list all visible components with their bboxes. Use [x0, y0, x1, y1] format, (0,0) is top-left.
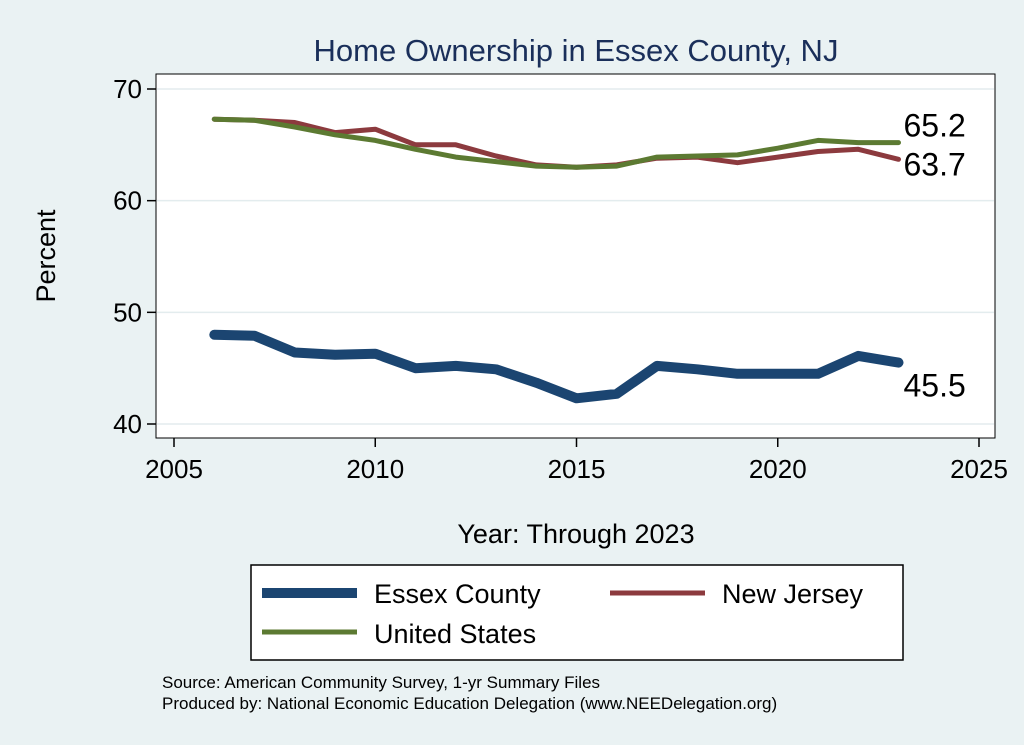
chart-title: Home Ownership in Essex County, NJ	[314, 33, 839, 68]
y-tick-label-50: 50	[113, 297, 142, 327]
x-tick-label-2010: 2010	[346, 454, 404, 484]
legend-label-essex: Essex County	[374, 579, 541, 609]
end-label-essex-county: 45.5	[904, 368, 966, 404]
axes: 40 50 60 70 2005 2010 2015 2020 2025	[113, 74, 1008, 484]
y-tick-label-40: 40	[113, 409, 142, 439]
end-label-united-states: 65.2	[904, 108, 966, 144]
legend-label-nj: New Jersey	[722, 579, 864, 609]
plot-area	[155, 73, 996, 439]
x-axis-title: Year: Through 2023	[457, 519, 694, 549]
legend-label-us: United States	[374, 619, 536, 649]
series	[209, 116, 904, 404]
y-tick-label-70: 70	[113, 74, 142, 104]
y-tick-label-60: 60	[113, 186, 142, 216]
legend-box	[250, 564, 904, 661]
producer-note: Produced by: National Economic Education…	[162, 694, 777, 713]
end-label-new-jersey: 63.7	[904, 146, 966, 182]
x-tick-label-2020: 2020	[749, 454, 807, 484]
end-labels: 63.765.2 45.5	[904, 108, 966, 404]
grid	[157, 88, 994, 425]
series-line-essex-county	[209, 329, 904, 404]
source-note: Source: American Community Survey, 1-yr …	[162, 673, 600, 692]
legend: Essex County New Jersey United States	[250, 564, 904, 661]
x-tick-label-2005: 2005	[145, 454, 203, 484]
x-tick-label-2015: 2015	[548, 454, 606, 484]
y-axis-title: Percent	[31, 209, 61, 303]
series-line-united-states	[211, 116, 901, 170]
x-tick-label-2025: 2025	[950, 454, 1008, 484]
